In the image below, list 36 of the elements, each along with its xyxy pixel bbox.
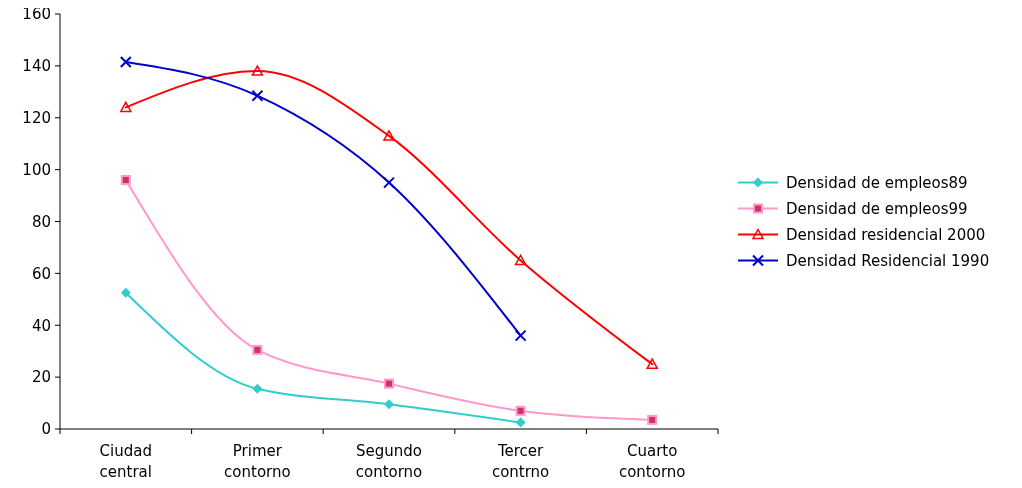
y-tick-label: 40 [31,316,51,335]
point [384,399,394,410]
point [252,383,263,394]
y-tick-label: 20 [31,368,51,387]
y-tick-label: 140 [22,57,51,76]
point [252,344,263,355]
point [515,417,526,428]
point [120,175,131,185]
point [514,329,527,342]
legend-label: Densidad residencial 2000 [786,225,986,244]
y-tick-label: 0 [41,420,51,439]
legend-label: Densidad de empleos89 [786,173,968,192]
point [647,414,658,425]
x-tick-label: Ciudad central [99,442,152,481]
point [119,55,132,68]
point [646,358,658,369]
point [384,378,394,389]
point [383,130,395,141]
y-tick-label: 160 [22,5,51,24]
x-tick-label: Tercer contrno [491,442,550,481]
point [251,89,264,102]
legend-label: Densidad de empleos99 [786,199,968,218]
point [383,176,395,189]
point [251,65,264,76]
x-tick-label: Cuarto contorno [618,442,686,481]
y-tick-label: 80 [31,212,51,231]
x-tick-label: Segundo contorno [355,442,423,481]
y-tick-label: 100 [22,160,51,179]
point [515,405,526,416]
point [120,287,131,298]
point [120,101,132,113]
y-tick-label: 120 [22,109,51,127]
x-tick-label: Primer contorno [224,442,291,481]
point [514,254,527,266]
y-tick-label: 60 [31,264,51,283]
legend-label: Densidad Residencial 1990 [786,251,990,270]
